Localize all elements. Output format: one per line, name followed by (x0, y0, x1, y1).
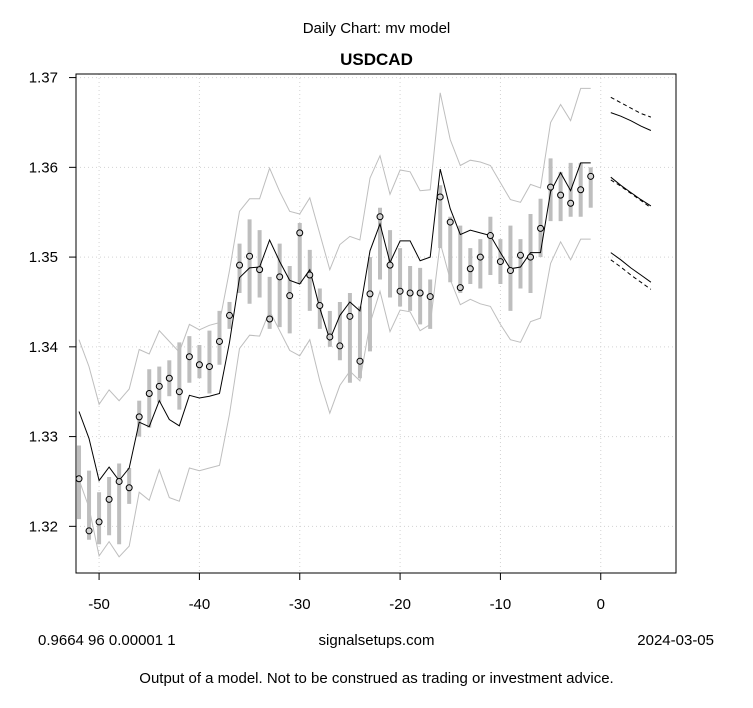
x-tick-label: -50 (88, 596, 110, 613)
site-label: signalsetups.com (318, 632, 435, 649)
close-point (426, 293, 434, 301)
disclaimer: Output of a model. Not to be construed a… (139, 670, 614, 687)
close-point (587, 172, 595, 180)
series-lines (78, 87, 652, 558)
chart-date: 2024-03-05 (637, 632, 714, 649)
close-point (516, 251, 524, 259)
close-point (456, 284, 464, 292)
close-point (336, 342, 344, 350)
close-point (577, 186, 585, 194)
close-point (406, 289, 414, 297)
close-point (396, 287, 404, 295)
forecast-upper-line (610, 112, 652, 131)
close-point (356, 357, 364, 365)
y-tick-label: 1.37 (29, 70, 58, 87)
close-point (366, 290, 374, 298)
y-tick-label: 1.35 (29, 249, 58, 266)
close-point (115, 477, 123, 485)
close-point (105, 495, 113, 503)
close-point (155, 382, 163, 390)
chart-subtitle: Daily Chart: mv model (302, 20, 451, 37)
close-point (386, 261, 394, 269)
close-point (486, 232, 494, 240)
close-point (256, 266, 264, 274)
x-tick-label: -40 (189, 596, 211, 613)
band-lower-line (78, 238, 591, 558)
close-point (145, 390, 153, 398)
close-point (85, 527, 93, 535)
close-point (416, 289, 424, 297)
axes: -50 -40 -30 -20 -10 0 1.32 1.33 1.34 1.35 1.36 1.37 (29, 70, 605, 613)
forecast-lower-dashed-line (610, 259, 652, 290)
close-point (557, 191, 565, 199)
forecast-center-dashed-line (610, 179, 652, 209)
close-point (205, 363, 213, 371)
x-tick-label: -20 (389, 596, 411, 613)
close-point (165, 374, 173, 382)
y-tick-label: 1.36 (29, 159, 58, 176)
close-point (135, 413, 143, 421)
close-point (75, 475, 83, 483)
forecast-center-line (610, 176, 652, 207)
close-point (326, 333, 334, 341)
close-point (195, 361, 203, 369)
close-point (246, 252, 254, 260)
plot-frame (75, 73, 677, 574)
close-point (236, 261, 244, 269)
close-point (266, 315, 274, 323)
close-point (547, 183, 555, 191)
x-tick-label: 0 (597, 596, 605, 613)
close-point (537, 224, 545, 232)
close-point (125, 484, 133, 492)
close-point (466, 265, 474, 273)
close-point (286, 292, 294, 300)
close-point (476, 253, 484, 261)
close-point (306, 271, 314, 279)
close-point (226, 311, 234, 319)
close-point (185, 353, 193, 361)
y-tick-label: 1.33 (29, 429, 58, 446)
range-bars (77, 158, 593, 545)
close-point (496, 258, 504, 266)
close-point (215, 337, 223, 345)
close-point (346, 312, 354, 320)
close-points (75, 172, 595, 535)
y-tick-label: 1.34 (29, 339, 58, 356)
forecast-lower-line (610, 252, 652, 283)
close-point (276, 273, 284, 281)
y-tick-label: 1.32 (29, 518, 58, 535)
model-line (78, 162, 591, 482)
chart-title: USDCAD (340, 50, 413, 69)
close-point (567, 199, 575, 207)
close-point (436, 193, 444, 201)
close-point (446, 218, 454, 226)
close-point (296, 229, 304, 237)
close-point (506, 267, 514, 275)
close-point (95, 518, 103, 526)
close-point (527, 253, 535, 261)
close-point (316, 302, 324, 310)
model-params: 0.9664 96 0.00001 1 (38, 632, 176, 649)
x-tick-label: -30 (289, 596, 311, 613)
close-point (175, 388, 183, 396)
band-upper-line (78, 87, 591, 406)
close-point (376, 213, 384, 221)
forecast-upper-dashed-line (610, 96, 652, 118)
x-tick-label: -10 (490, 596, 512, 613)
grid-lines (76, 74, 676, 573)
